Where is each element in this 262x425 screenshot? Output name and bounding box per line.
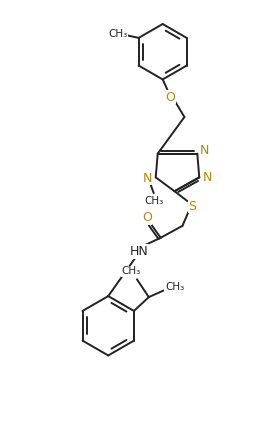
Text: N: N bbox=[143, 172, 152, 185]
Text: O: O bbox=[166, 91, 176, 104]
Text: CH₃: CH₃ bbox=[108, 29, 128, 39]
Text: CH₃: CH₃ bbox=[165, 282, 184, 292]
Text: N: N bbox=[200, 144, 209, 157]
Text: CH₃: CH₃ bbox=[121, 266, 141, 276]
Text: HN: HN bbox=[129, 245, 148, 258]
Text: N: N bbox=[203, 171, 212, 184]
Text: O: O bbox=[142, 212, 152, 224]
Text: S: S bbox=[188, 200, 196, 212]
Text: CH₃: CH₃ bbox=[144, 196, 163, 206]
